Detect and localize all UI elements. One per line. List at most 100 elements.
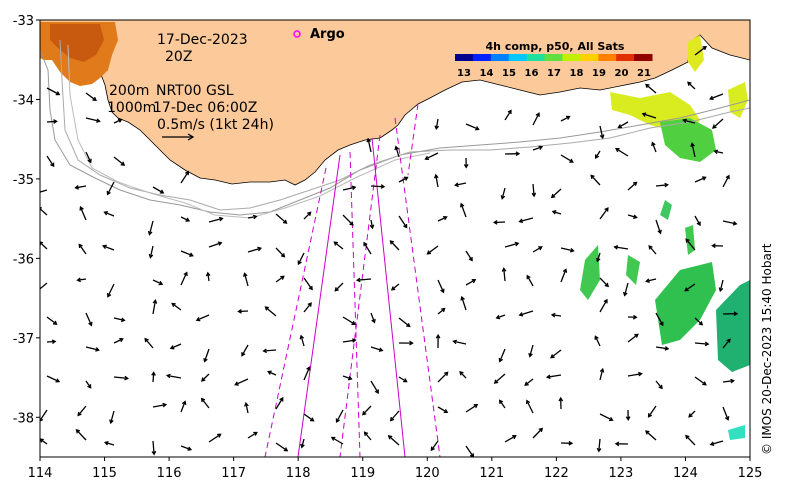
colorbar-segment <box>580 54 599 61</box>
current-vector <box>504 151 521 157</box>
current-vector <box>85 117 101 123</box>
current-vector <box>426 245 439 255</box>
current-vector <box>694 317 704 326</box>
current-vector <box>242 272 249 287</box>
current-vector <box>398 376 408 383</box>
current-vector <box>389 410 400 422</box>
current-vector <box>370 312 376 324</box>
current-vector <box>655 346 670 351</box>
current-vector <box>694 215 701 227</box>
x-tick-label: 124 <box>673 466 698 481</box>
sst-patch-east-2 <box>660 118 716 162</box>
argo-label: Argo <box>310 27 345 42</box>
current-vector <box>518 217 534 224</box>
current-vector <box>599 367 605 381</box>
current-vector <box>685 238 696 251</box>
current-vector <box>106 181 115 196</box>
current-vector <box>627 181 638 191</box>
current-vector <box>152 299 158 315</box>
current-vector <box>237 309 249 314</box>
current-vector <box>398 215 408 229</box>
current-vector <box>655 380 663 390</box>
current-vector <box>560 115 571 122</box>
current-vector <box>694 341 710 347</box>
current-vector <box>651 141 657 153</box>
current-vector <box>492 220 506 225</box>
colorbar-segment <box>598 54 617 61</box>
current-vector <box>655 312 664 327</box>
current-vector <box>688 410 696 418</box>
current-vector <box>437 406 449 414</box>
current-vector <box>74 185 87 190</box>
y-tick-label: -33 <box>13 14 34 29</box>
sst-patch-east-7 <box>626 255 640 285</box>
colorbar-tick-label: 16 <box>525 68 539 79</box>
current-vector <box>264 306 277 317</box>
x-tick-label: 123 <box>608 466 633 481</box>
current-vector <box>460 295 467 311</box>
current-vector <box>722 220 738 226</box>
colorbar-segment <box>455 54 474 61</box>
current-vector <box>275 275 285 283</box>
current-vector <box>682 118 696 124</box>
current-vector <box>85 380 92 389</box>
current-vector <box>722 378 735 384</box>
sst-patch-east-6 <box>580 245 600 300</box>
current-vector <box>463 157 469 169</box>
current-vector <box>615 148 629 157</box>
current-vector <box>46 316 58 325</box>
current-vector <box>694 376 707 386</box>
current-vector <box>452 339 467 345</box>
land-mass <box>40 20 750 186</box>
current-vector <box>709 93 724 101</box>
current-vector <box>342 338 357 343</box>
current-vector <box>711 243 724 249</box>
x-tick-label: 116 <box>157 466 182 481</box>
colorbar-tick-label: 14 <box>480 68 494 79</box>
current-vector <box>434 118 440 131</box>
current-vector <box>430 440 439 452</box>
current-vector <box>113 317 126 323</box>
current-vector <box>627 333 639 343</box>
current-vector <box>370 380 379 394</box>
current-vector <box>712 118 724 129</box>
current-vector <box>532 246 543 253</box>
current-vector <box>433 173 439 188</box>
current-vector <box>151 440 157 456</box>
current-vector <box>180 271 188 286</box>
current-vector <box>641 112 657 119</box>
y-tick-label: -35 <box>13 173 34 188</box>
sst-patch-west-core <box>50 24 104 62</box>
current-vector <box>599 277 609 288</box>
current-vector <box>151 371 156 383</box>
current-vector <box>247 214 258 220</box>
current-vector <box>498 399 506 409</box>
credit-text: © IMOS 20-Dec-2023 15:40 Hobart <box>760 243 774 455</box>
current-vector <box>493 373 506 384</box>
x-axis: 114 115 116 117 118 119 120 121 122 123 124 125 <box>28 457 762 481</box>
current-vector <box>465 404 479 413</box>
current-vector <box>299 334 305 347</box>
current-vector <box>690 142 696 158</box>
current-vector <box>333 241 344 250</box>
current-vector <box>394 145 400 158</box>
colorbar-tick-label: 21 <box>637 68 651 79</box>
x-tick-label: 117 <box>221 466 246 481</box>
vector-scale-label: 0.5m/s (1kt 24h) <box>157 117 274 133</box>
current-vector <box>495 314 506 320</box>
current-vector <box>558 396 564 410</box>
current-vector <box>147 220 154 236</box>
current-vector <box>590 174 601 186</box>
current-vector <box>398 317 411 328</box>
product-label: NRT00 GSL <box>156 83 234 99</box>
current-vector <box>525 399 534 414</box>
current-vector <box>532 145 544 151</box>
current-vector <box>595 252 601 263</box>
current-vector <box>275 396 284 410</box>
current-vector <box>144 337 154 349</box>
map-hour: 20Z <box>165 49 192 65</box>
y-tick-label: -36 <box>13 252 34 267</box>
current-vector <box>528 344 534 358</box>
current-vector <box>390 283 400 291</box>
